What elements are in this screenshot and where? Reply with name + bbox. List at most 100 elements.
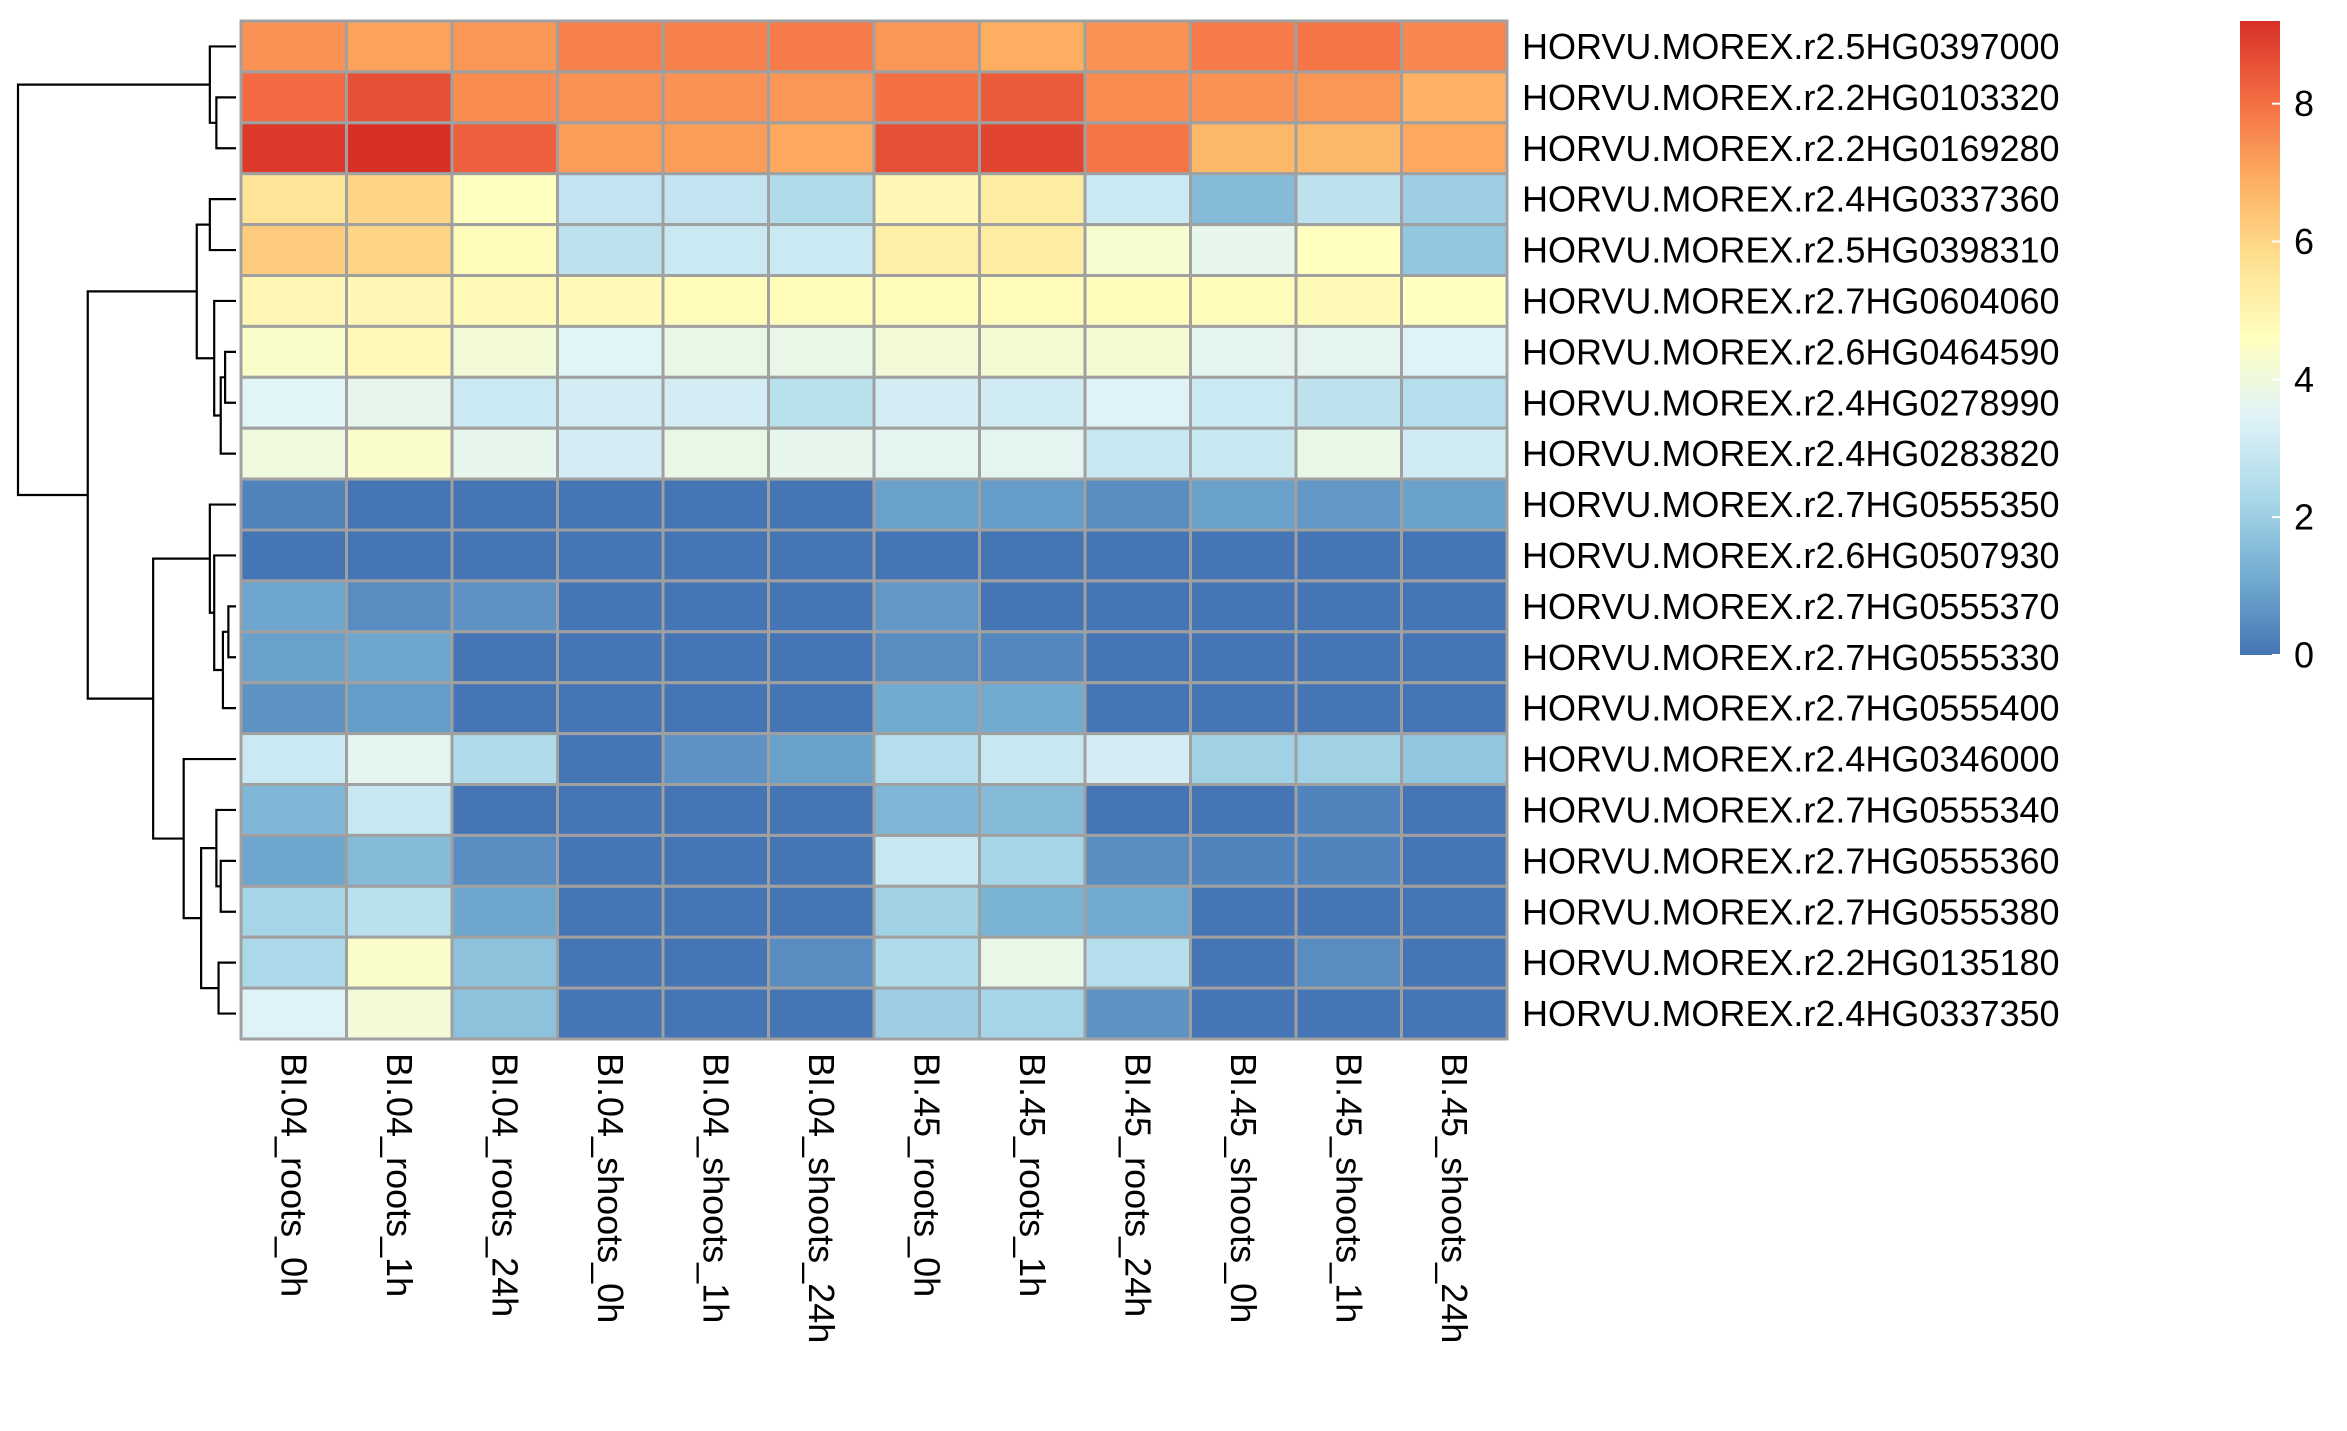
heatmap-cell [978,19,1087,74]
row-dendrogram [16,45,236,1015]
heatmap-cell [1083,884,1192,939]
legend-tick-label: 6 [2294,221,2314,262]
heatmap-cell [556,884,665,939]
heatmap-cell [1400,783,1509,837]
dendrogram-branch [213,554,236,672]
heatmap-cell [1400,375,1509,430]
heatmap-cell [239,19,348,74]
heatmap-cell [661,223,770,278]
heatmap-cell [767,630,876,685]
heatmap-cell [556,19,665,74]
legend-tick-label: 2 [2294,497,2314,538]
heatmap-cell [978,223,1087,278]
heatmap-cell [345,528,454,583]
heatmap-cell [556,681,665,736]
heatmap-cell [661,732,770,786]
heatmap-cell [345,630,454,685]
heatmap-cell [1083,732,1192,786]
heatmap-cell [450,121,559,176]
row-label: HORVU.MOREX.r2.7HG0555380 [1522,891,2060,932]
heatmap-cell [767,986,876,1041]
heatmap-cell [1400,121,1509,176]
row-label: HORVU.MOREX.r2.4HG0337360 [1522,179,2060,220]
dendrogram-branch [86,290,197,700]
heatmap-cell [556,375,665,430]
row-label: HORVU.MOREX.r2.7HG0604060 [1522,280,2060,321]
heatmap-cell [556,630,665,685]
row-label: HORVU.MOREX.r2.2HG0103320 [1522,77,2060,118]
heatmap-cell [978,324,1087,379]
heatmap-cell [556,121,665,176]
heatmap-cell [1400,884,1509,939]
heatmap-cell [1294,986,1403,1041]
heatmap-cell [872,426,981,481]
heatmap-cell [1189,223,1298,278]
heatmap-cell [556,579,665,634]
column-labels: BI.04_roots_0h BI.04_roots_1h BI.04_roots_… [273,1053,1475,1343]
heatmap-cell [978,528,1087,583]
heatmap-cell [450,426,559,481]
heatmap-cell [450,223,559,278]
heatmap-cell [1083,630,1192,685]
heatmap-cell [767,732,876,786]
heatmap-cell [239,477,348,532]
row-label: HORVU.MOREX.r2.4HG0337350 [1522,993,2060,1034]
heatmap-cell [345,579,454,634]
heatmap-cell [239,172,348,227]
heatmap-cell [450,732,559,786]
heatmap-cell [1294,732,1403,786]
heatmap-cell [767,121,876,176]
heatmap-cell [872,935,981,990]
heatmap-cell [1294,375,1403,430]
heatmap-cell [661,324,770,379]
heatmap-cell [1294,274,1403,328]
heatmap-cell [450,477,559,532]
heatmap-cell [767,223,876,278]
dendrogram-branch [227,605,236,659]
column-label: BI.45_roots_1h [1012,1053,1053,1297]
heatmap-cell [1400,19,1509,74]
heatmap-cell [1294,70,1403,125]
column-label: BI.04_roots_1h [379,1053,420,1297]
heatmap-cell [872,783,981,837]
heatmap-cells [239,19,1509,1041]
heatmap-cell [872,70,981,125]
heatmap-cell [661,833,770,888]
heatmap-cell [978,121,1087,176]
dendrogram-branch [182,757,236,920]
row-label: HORVU.MOREX.r2.4HG0283820 [1522,433,2060,474]
row-label: HORVU.MOREX.r2.7HG0555350 [1522,484,2060,525]
heatmap-cell [239,528,348,583]
heatmap-cell [345,884,454,939]
heatmap-cell [1400,833,1509,888]
color-legend-bar [2240,21,2280,655]
row-label: HORVU.MOREX.r2.7HG0555370 [1522,586,2060,627]
heatmap-cell [978,70,1087,125]
heatmap-cell [767,172,876,227]
heatmap-cell [978,375,1087,430]
heatmap-cell [1189,324,1298,379]
heatmap-cell [239,630,348,685]
heatmap-cell [1294,477,1403,532]
heatmap-cell [1400,426,1509,481]
heatmap-cell [345,935,454,990]
heatmap-cell [1189,121,1298,176]
heatmap-cell [1294,884,1403,939]
heatmap-cell [767,681,876,736]
heatmap-cell [1189,986,1298,1041]
heatmap-cell [661,783,770,837]
heatmap-cell [872,884,981,939]
dendrogram-branch [195,223,215,360]
heatmap-cell [661,274,770,328]
heatmap-cell [1189,783,1298,837]
heatmap-cell [239,223,348,278]
heatmap-cell [661,935,770,990]
heatmap-cell [1189,70,1298,125]
dendrogram-branch [219,859,236,913]
row-label: HORVU.MOREX.r2.7HG0555340 [1522,789,2060,830]
heatmap-cell [1083,172,1192,227]
heatmap-cell [239,324,348,379]
heatmap-cell [239,833,348,888]
heatmap-cell [978,681,1087,736]
heatmap-cell [978,274,1087,328]
